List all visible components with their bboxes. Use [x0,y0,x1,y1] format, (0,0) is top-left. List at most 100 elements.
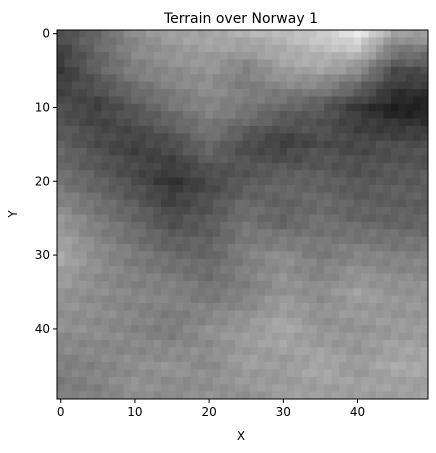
heatmap-cell [301,170,310,178]
heatmap-cell [405,37,414,46]
heatmap-cell [220,354,229,363]
heatmap-cell [413,111,421,119]
heatmap-cell [235,376,243,385]
heatmap-cell [212,332,221,341]
heatmap-cell [413,258,421,267]
heatmap-cell [123,74,132,83]
heatmap-cell [346,354,355,363]
heatmap-cell [168,362,177,370]
heatmap-cell [64,384,73,392]
heatmap-cell [131,103,139,112]
heatmap-cell [175,317,184,326]
heatmap-cell [316,303,325,311]
heatmap-cell [279,266,288,274]
heatmap-cell [331,170,340,178]
heatmap-cell [376,74,384,83]
heatmap-cell [153,30,162,38]
heatmap-cell [57,170,65,178]
heatmap-cell [368,162,377,171]
heatmap-cell [131,30,139,38]
heatmap-cell [116,59,125,68]
heatmap-cell [420,148,429,156]
heatmap-cell [168,148,177,156]
heatmap-cell [413,325,421,333]
heatmap-cell [346,103,355,112]
heatmap-cell [413,170,421,178]
heatmap-cell [116,199,125,208]
heatmap-cell [227,111,236,119]
heatmap-cell [116,52,125,60]
heatmap-cell [294,59,303,68]
heatmap-cell [212,148,221,156]
heatmap-cell [405,236,414,245]
heatmap-cell [294,339,303,348]
heatmap-cell [57,251,65,260]
heatmap-cell [123,295,132,304]
heatmap-cell [183,244,191,252]
heatmap-cell [183,81,191,90]
heatmap-cell [272,118,280,127]
heatmap-cell [57,266,65,274]
heatmap-cell [205,347,214,356]
heatmap-cell [413,184,421,193]
heatmap-cell [183,317,191,326]
heatmap-cell [309,162,318,171]
heatmap-cell [227,162,236,171]
heatmap-cell [353,140,362,149]
heatmap-cell [324,44,332,53]
heatmap-cell [57,369,65,378]
heatmap-cell [420,280,429,289]
heatmap-cell [242,339,251,348]
heatmap-cell [94,155,102,164]
heatmap-cell [383,266,392,274]
heatmap-cell [227,303,236,311]
heatmap-cell [71,273,80,282]
heatmap-cell [71,52,80,60]
heatmap-cell [368,148,377,156]
heatmap-cell [272,170,280,178]
heatmap-cell [316,162,325,171]
heatmap-cell [301,148,310,156]
heatmap-cell [131,199,139,208]
heatmap-cell [190,96,199,105]
heatmap-cell [212,184,221,193]
heatmap-cell [160,288,169,297]
heatmap-cell [116,89,125,97]
heatmap-cell [64,192,73,201]
heatmap-cell [116,280,125,289]
heatmap-cell [168,96,177,105]
heatmap-cell [398,362,407,370]
heatmap-cell [368,111,377,119]
heatmap-cell [301,280,310,289]
heatmap-cell [227,118,236,127]
heatmap-cell [405,347,414,356]
heatmap-cell [205,52,214,60]
heatmap-cell [420,170,429,178]
heatmap-cell [287,118,295,127]
heatmap-cell [190,30,199,38]
heatmap-cell [257,192,266,201]
heatmap-cell [398,347,407,356]
heatmap-cell [316,66,325,75]
heatmap-cell [197,354,206,363]
heatmap-cell [294,288,303,297]
heatmap-cell [368,310,377,319]
heatmap-cell [131,325,139,333]
heatmap-cell [86,391,95,400]
heatmap-cell [264,347,273,356]
heatmap-cell [249,384,258,392]
heatmap-cell [405,339,414,348]
heatmap-cell [420,30,429,38]
heatmap-cell [294,273,303,282]
heatmap-cell [235,236,243,245]
heatmap-cell [64,162,73,171]
heatmap-cell [235,81,243,90]
heatmap-cell [361,244,369,252]
heatmap-cell [205,221,214,230]
heatmap-cell [220,74,229,83]
heatmap-cell [331,325,340,333]
heatmap-cell [383,52,392,60]
heatmap-cell [376,221,384,230]
heatmap-cell [338,184,347,193]
heatmap-cell [197,280,206,289]
